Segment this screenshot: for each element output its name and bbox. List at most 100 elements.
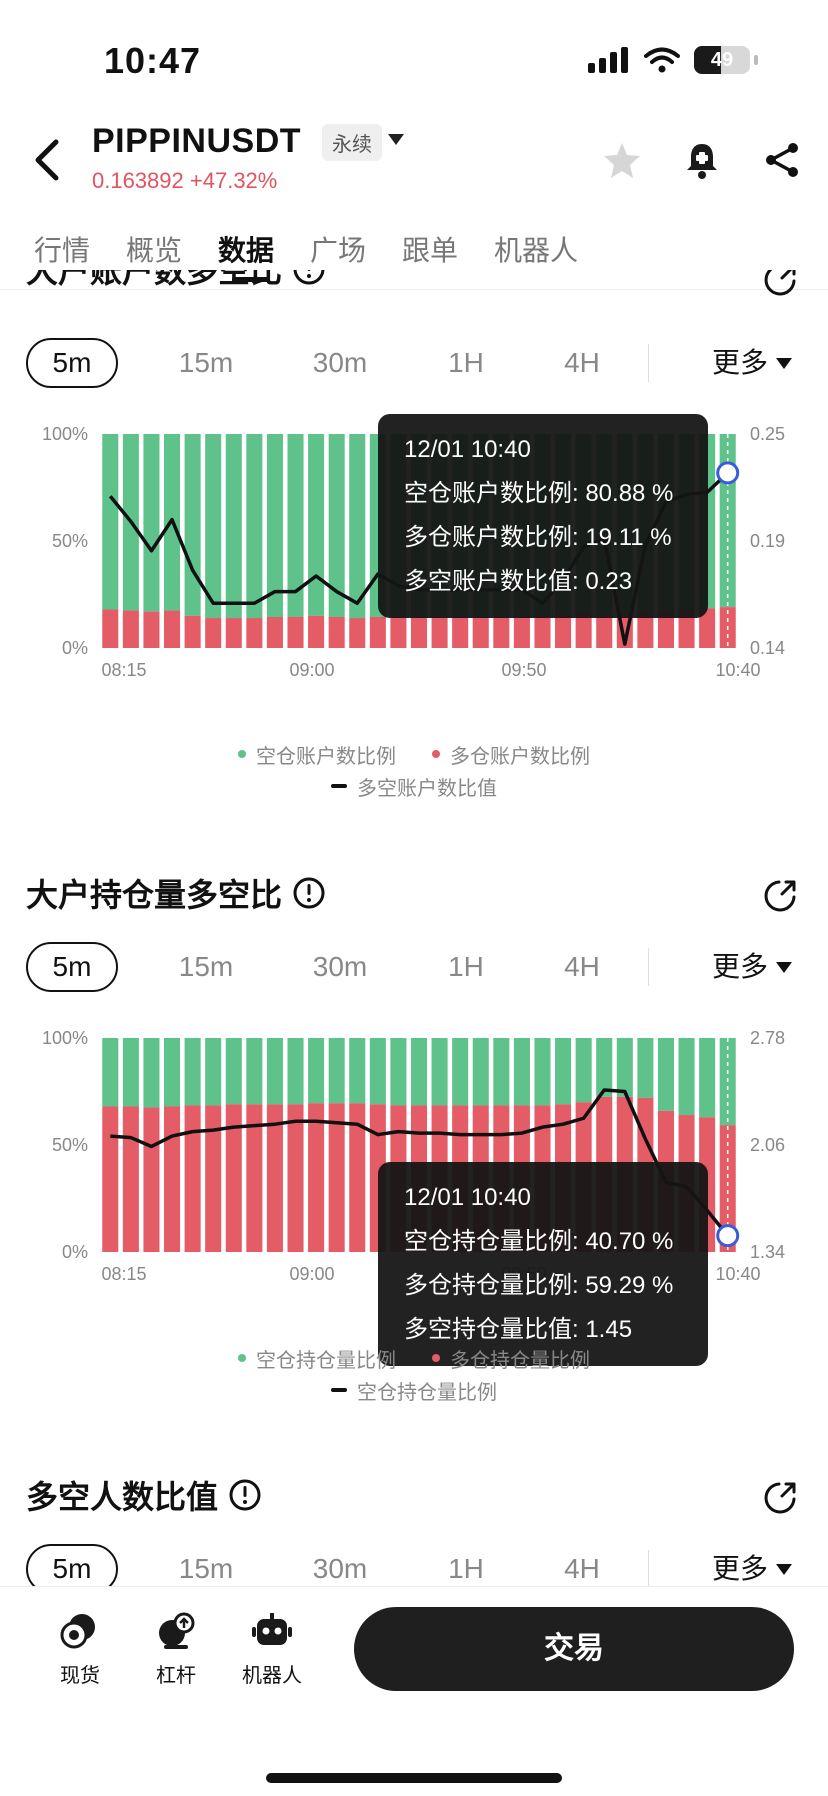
battery-level: 49 <box>710 49 734 71</box>
legend-long[interactable]: 多仓账户数比例 <box>432 740 590 769</box>
interval-15m[interactable]: 15m <box>178 1553 234 1584</box>
chart-tooltip: 12/01 10:40 空仓账户数比例: 80.88 % 多仓账户数比例: 19… <box>378 414 708 618</box>
symbol-dropdown-icon[interactable] <box>388 134 404 145</box>
tab-market[interactable]: 行情 <box>34 235 91 266</box>
interval-5m[interactable]: 5m <box>26 942 118 992</box>
short-bar <box>225 434 242 619</box>
short-bar <box>184 434 201 616</box>
legend-label: 空仓持仓量比例 <box>357 1381 497 1404</box>
tab-bots[interactable]: 机器人 <box>494 235 579 266</box>
legend-ratio[interactable]: 多空账户数比值 <box>331 772 497 801</box>
interval-15m[interactable]: 15m <box>178 951 234 982</box>
tab-data[interactable]: 数据 <box>218 235 275 266</box>
nav-margin[interactable]: 杠杆 <box>136 1611 216 1688</box>
chevron-down-icon <box>776 1563 792 1575</box>
interval-1h[interactable]: 1H <box>448 347 484 378</box>
legend-ratio[interactable]: 空仓持仓量比例 <box>331 1376 497 1405</box>
selected-point-marker[interactable] <box>716 1224 740 1248</box>
interval-4h[interactable]: 4H <box>564 1553 600 1584</box>
nav-bots[interactable]: 机器人 <box>232 1611 312 1688</box>
interval-1h[interactable]: 1H <box>448 1553 484 1584</box>
long-bar <box>143 1107 160 1252</box>
long-bar <box>637 611 654 648</box>
more-intervals-button[interactable]: 更多 <box>712 1544 792 1594</box>
long-bar <box>534 615 551 648</box>
long-bar <box>205 1105 222 1252</box>
favorite-star-icon[interactable] <box>602 140 642 180</box>
tab-overview[interactable]: 概览 <box>126 235 183 266</box>
chevron-down-icon <box>776 357 792 369</box>
long-bar <box>369 616 386 648</box>
more-intervals-button[interactable]: 更多 <box>712 942 792 992</box>
short-bar <box>369 1038 386 1105</box>
short-bar <box>287 434 304 617</box>
tab-copy-trading[interactable]: 跟单 <box>402 235 459 266</box>
more-intervals-button[interactable]: 更多 <box>712 338 792 388</box>
info-icon[interactable] <box>228 1478 262 1512</box>
interval-5m[interactable]: 5m <box>26 338 118 388</box>
right-axis-tick: 2.78 <box>750 1028 785 1048</box>
instrument-header: PIPPINUSDT 永续 0.163892 +47.32% <box>0 110 828 200</box>
long-bar <box>225 618 242 648</box>
interval-30m[interactable]: 30m <box>312 951 368 982</box>
chart-legend: 空仓持仓量比例 多仓持仓量比例 空仓持仓量比例 <box>0 1342 828 1406</box>
short-bar <box>102 1038 119 1107</box>
right-axis-tick: 1.34 <box>750 1242 785 1262</box>
long-bar <box>205 618 222 648</box>
long-bar <box>246 1104 263 1252</box>
section-title: 大户持仓量多空比 <box>26 870 326 916</box>
long-bar <box>493 616 510 648</box>
right-axis-tick: 2.06 <box>750 1135 785 1155</box>
long-bar <box>719 1125 736 1252</box>
legend-long[interactable]: 多仓持仓量比例 <box>432 1344 590 1373</box>
right-axis-tick: 0.14 <box>750 638 785 658</box>
contract-type-badge[interactable]: 永续 <box>322 124 382 161</box>
long-bar <box>184 615 201 648</box>
expand-chart-icon[interactable] <box>762 878 798 914</box>
main-tabs: 行情 概览 数据 广场 跟单 机器人 <box>0 225 828 287</box>
price-alert-bell-icon[interactable] <box>682 140 722 180</box>
tooltip-row: 空仓账户数比例: 80.88 % <box>404 480 674 507</box>
long-bar <box>308 1103 325 1252</box>
tab-square[interactable]: 广场 <box>310 235 367 266</box>
expand-chart-icon[interactable] <box>762 1480 798 1516</box>
interval-30m[interactable]: 30m <box>312 1553 368 1584</box>
interval-4h[interactable]: 4H <box>564 951 600 982</box>
x-axis-tick: 09:00 <box>289 1264 334 1284</box>
selected-point-marker[interactable] <box>716 461 740 485</box>
legend-short[interactable]: 空仓持仓量比例 <box>238 1344 396 1373</box>
symbol-title[interactable]: PIPPINUSDT <box>92 122 302 160</box>
interval-4h[interactable]: 4H <box>564 347 600 378</box>
legend-short[interactable]: 空仓账户数比例 <box>238 740 396 769</box>
info-icon[interactable] <box>292 270 326 286</box>
left-axis-tick: 100% <box>42 1028 88 1048</box>
info-icon[interactable] <box>292 876 326 910</box>
cellular-signal-icon <box>588 47 628 73</box>
interval-15m[interactable]: 15m <box>178 347 234 378</box>
short-bar <box>390 1038 407 1106</box>
short-bar <box>452 1038 469 1106</box>
trade-button[interactable]: 交易 <box>354 1607 794 1691</box>
expand-chart-icon[interactable] <box>762 270 798 298</box>
more-label: 更多 <box>711 347 768 378</box>
long-bar <box>452 616 469 648</box>
long-bar <box>657 610 674 648</box>
left-axis-tick: 50% <box>52 531 88 551</box>
nav-spot[interactable]: 现货 <box>40 1611 120 1688</box>
section-1-header-clip: 大户账户数多空比 <box>0 270 828 320</box>
interval-1h[interactable]: 1H <box>448 951 484 982</box>
battery-icon: 49 <box>694 46 750 74</box>
status-bar: 10:47 49 <box>0 0 828 110</box>
share-icon[interactable] <box>762 140 802 180</box>
x-axis-tick: 09:50 <box>501 660 546 680</box>
short-bar <box>143 1038 160 1108</box>
back-arrow-icon[interactable] <box>30 138 66 182</box>
section-title: 多空人数比值 <box>26 1472 262 1518</box>
short-bar <box>164 1038 181 1107</box>
interval-30m[interactable]: 30m <box>312 347 368 378</box>
right-axis-tick: 0.19 <box>750 531 785 551</box>
interval-divider <box>648 1550 649 1588</box>
legend-label: 多仓账户数比例 <box>450 745 590 768</box>
bottom-action-bar: 现货 杠杆 机器人 交易 <box>0 1586 828 1796</box>
short-bar <box>596 1038 613 1097</box>
